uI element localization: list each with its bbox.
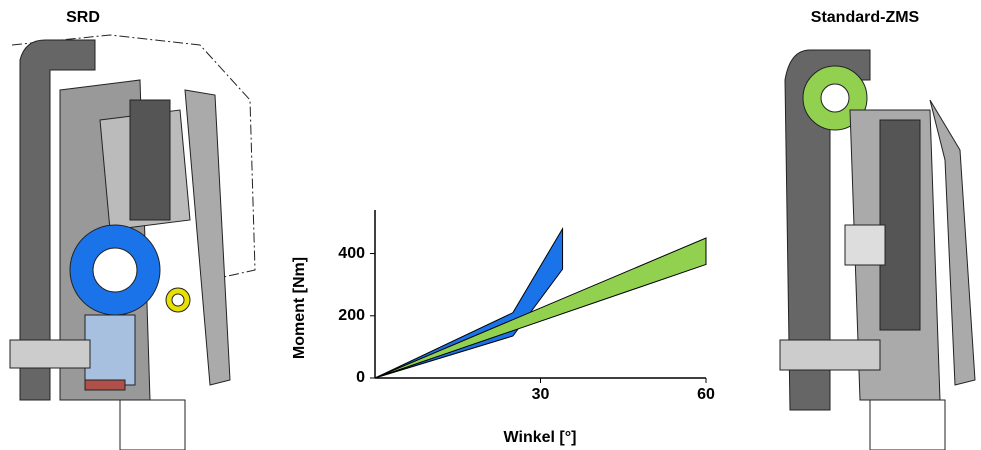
y-tick-label: 0 — [356, 369, 365, 386]
zms-drawing — [779, 49, 976, 450]
band — [374, 237, 707, 379]
y-tick-label: 400 — [338, 245, 365, 262]
left-title: SRD — [66, 9, 100, 26]
x-tick-label: 30 — [532, 386, 550, 403]
band — [374, 226, 564, 379]
x-axis-label: Winkel [°] — [504, 429, 577, 446]
right-title: Standard-ZMS — [811, 9, 920, 26]
chart: Moment [Nm] Winkel [°] — [291, 257, 576, 446]
y-axis-label: Moment [Nm] — [291, 257, 308, 359]
srd-drawing — [9, 34, 256, 450]
x-tick-label: 60 — [697, 386, 715, 403]
y-tick-label: 200 — [338, 307, 365, 324]
